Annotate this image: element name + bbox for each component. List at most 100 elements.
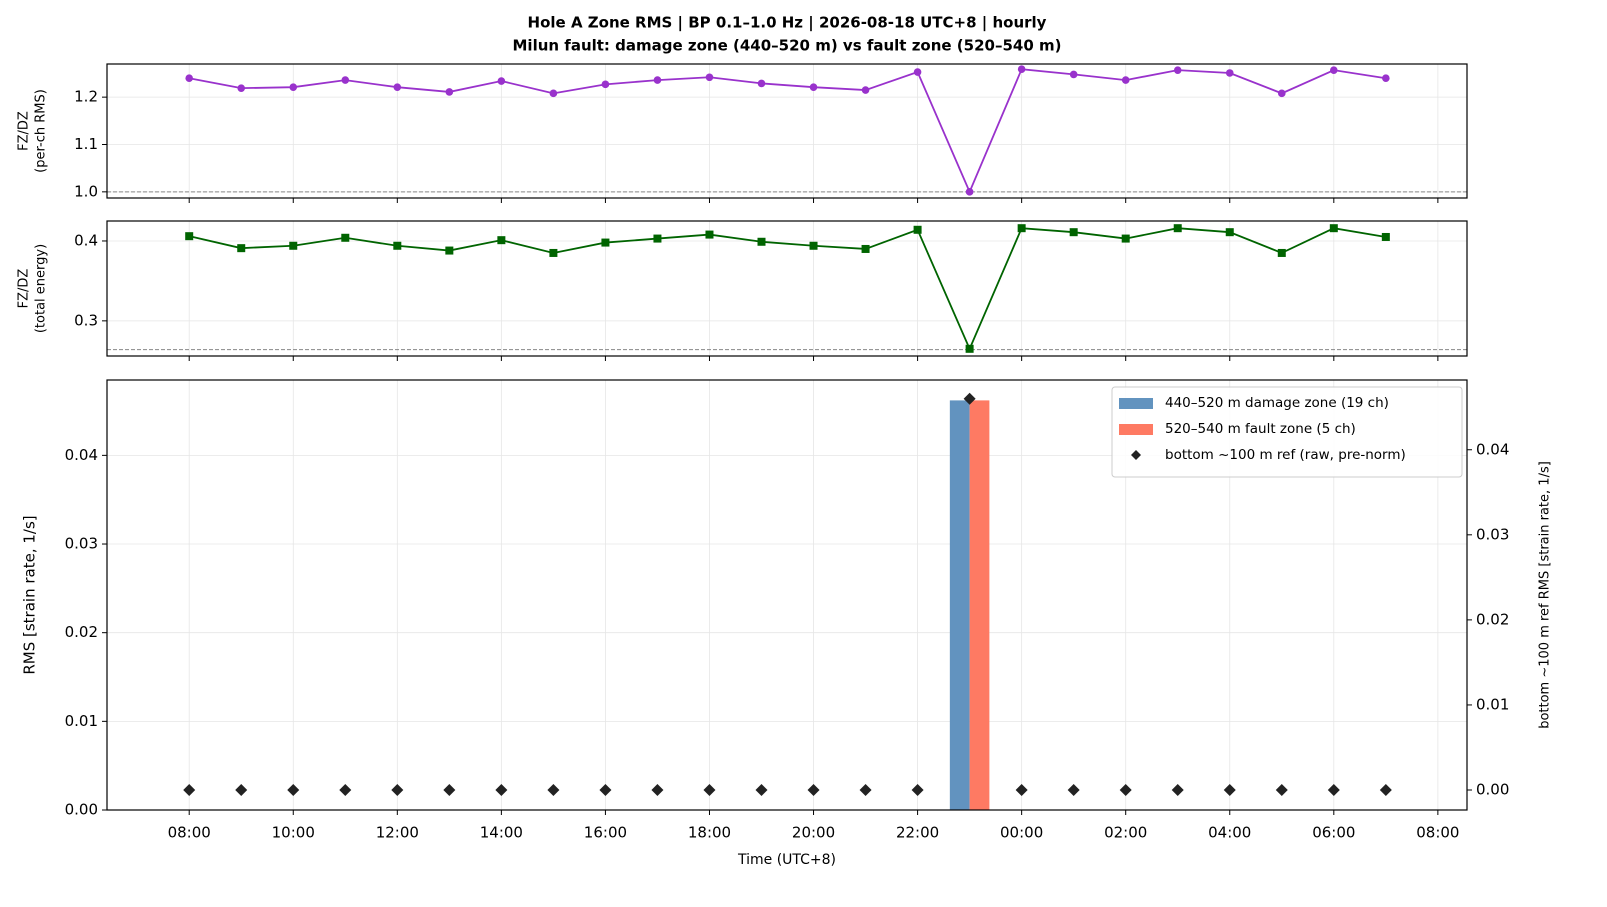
legend-label: 440–520 m damage zone (19 ch)	[1165, 395, 1389, 411]
point	[339, 784, 352, 797]
point	[807, 784, 820, 797]
legend-label: 520–540 m fault zone (5 ch)	[1165, 421, 1356, 437]
marker	[445, 88, 454, 96]
point	[287, 784, 300, 797]
y-tick-label: 1.2	[74, 88, 98, 106]
point	[391, 784, 404, 797]
marker	[1277, 89, 1286, 98]
x-tick-label: 20:00	[792, 824, 835, 842]
marker	[913, 225, 922, 234]
point	[1171, 784, 1184, 797]
marker	[341, 76, 350, 84]
x-tick-label: 02:00	[1104, 824, 1147, 842]
x-tick-label: 08:00	[168, 824, 211, 842]
marker	[1121, 234, 1130, 243]
marker	[965, 188, 974, 196]
x-tick-label: 00:00	[1000, 824, 1043, 842]
marker	[705, 230, 714, 239]
legend-box	[1111, 386, 1463, 478]
y-tick-label: 0.02	[65, 623, 98, 641]
point	[1275, 784, 1288, 797]
point	[1223, 784, 1236, 797]
marker	[705, 73, 714, 82]
chart-title: Hole A Zone RMS | BP 0.1–1.0 Hz | 2026-0…	[528, 14, 1047, 33]
marker	[289, 241, 298, 250]
point	[1015, 784, 1028, 797]
y-tick-label: 0.4	[74, 231, 98, 249]
point	[651, 784, 664, 797]
y2-tick-label: 0.01	[1476, 695, 1509, 713]
point	[599, 784, 612, 797]
y2-tick-label: 0.04	[1476, 440, 1509, 458]
point	[703, 784, 716, 797]
y2-tick-label: 0.02	[1476, 610, 1509, 628]
axes-frame	[106, 220, 1468, 357]
marker	[549, 89, 558, 98]
marker	[445, 246, 454, 255]
marker	[601, 80, 610, 89]
y-tick-label: 0.03	[65, 535, 98, 553]
point	[235, 784, 248, 797]
marker	[653, 234, 662, 243]
axes-frame	[106, 379, 1468, 811]
bar	[949, 400, 970, 810]
marker	[185, 74, 194, 83]
y-axis-label: (total energy)	[34, 244, 49, 333]
y-axis-label: (per-ch RMS)	[34, 89, 49, 173]
y-tick-label: 0.01	[65, 712, 98, 730]
point	[1327, 784, 1340, 797]
y-axis-label: FZ/DZ	[17, 269, 32, 309]
marker	[289, 83, 298, 92]
marker	[497, 77, 506, 85]
point	[547, 784, 560, 797]
x-tick-label: 10:00	[272, 824, 315, 842]
marker	[393, 83, 402, 92]
x-tick-label: 22:00	[896, 824, 939, 842]
marker	[653, 76, 662, 84]
x-tick-label: 18:00	[688, 824, 731, 842]
marker	[1381, 232, 1390, 241]
point	[911, 784, 924, 797]
y2-tick-label: 0.00	[1476, 781, 1509, 799]
y-tick-label: 0.00	[65, 801, 98, 819]
x-tick-label: 04:00	[1208, 824, 1251, 842]
x-tick-label: 16:00	[584, 824, 627, 842]
point	[1067, 784, 1080, 797]
marker	[1017, 224, 1026, 233]
y-axis-label: RMS [strain rate, 1/s]	[21, 515, 39, 674]
marker	[1382, 74, 1390, 83]
point	[963, 392, 976, 405]
marker	[965, 344, 974, 353]
x-tick-label: 14:00	[480, 824, 523, 842]
y-tick-label: 0.04	[65, 446, 98, 464]
marker	[1225, 69, 1234, 77]
point	[443, 784, 456, 797]
y-tick-label: 1.1	[74, 135, 98, 153]
x-tick-label: 12:00	[376, 824, 419, 842]
marker	[1017, 65, 1026, 74]
legend-symbol	[1131, 450, 1141, 460]
line	[189, 68, 1386, 195]
marker	[1225, 228, 1234, 237]
marker	[549, 248, 558, 257]
marker	[185, 232, 194, 241]
marker	[1121, 76, 1130, 84]
y2-axis-label: bottom ~100 m ref RMS [strain rate, 1/s]	[1538, 461, 1553, 729]
marker	[809, 83, 818, 92]
marker	[1069, 228, 1078, 237]
marker	[1173, 224, 1182, 233]
marker	[861, 86, 870, 94]
point	[183, 784, 196, 797]
marker	[237, 84, 246, 92]
marker	[1173, 66, 1182, 74]
marker	[757, 237, 766, 246]
point	[495, 784, 508, 797]
marker	[497, 236, 506, 245]
y-axis-label: FZ/DZ	[17, 111, 32, 151]
legend-label: bottom ~100 m ref (raw, pre-norm)	[1165, 447, 1406, 463]
point	[755, 784, 768, 797]
y-tick-label: 1.0	[74, 182, 98, 200]
x-tick-label: 08:00	[1416, 824, 1459, 842]
line	[189, 227, 1386, 352]
